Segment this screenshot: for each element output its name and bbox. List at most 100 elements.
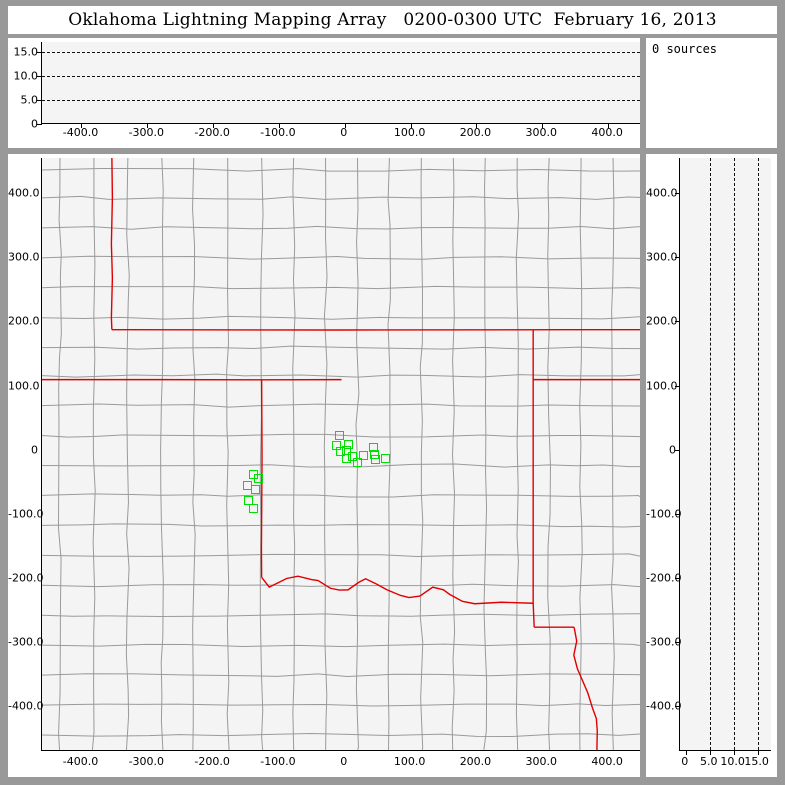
- ytick-mark-300.0: [675, 257, 680, 259]
- page-title: Oklahoma Lightning Mapping Array 0200-03…: [68, 10, 717, 30]
- source-marker: [341, 453, 351, 463]
- ytick-label-200.0: 200.0: [8, 314, 40, 328]
- ytick-mark-5.0: [37, 99, 42, 101]
- ytick-label--300.0: -300.0: [8, 635, 44, 649]
- xtick-mark-400.0: [608, 123, 610, 128]
- ytick-label--400.0: -400.0: [8, 699, 44, 713]
- ytick-label--100.0: -100.0: [646, 507, 682, 521]
- source-marker: [381, 454, 391, 464]
- xtick-mark--200.0: [213, 750, 214, 751]
- xtick-mark-0: [345, 750, 346, 751]
- xtick-label--100.0: -100.0: [260, 755, 296, 768]
- gridline-y-15.0: [42, 51, 640, 53]
- xtick-label-200.0: 200.0: [459, 126, 492, 139]
- xtick-mark-200.0: [476, 123, 478, 128]
- ytick-label-100.0: 100.0: [8, 379, 40, 393]
- source-marker: [335, 431, 345, 441]
- xtick-label-300.0: 300.0: [525, 755, 558, 768]
- xtick-mark--200.0: [213, 123, 215, 128]
- xtick-label--200.0: -200.0: [194, 126, 230, 139]
- ytick-label-400.0: 400.0: [8, 186, 40, 200]
- map-geography: [42, 158, 640, 750]
- ytick-label-100.0: 100.0: [646, 379, 678, 393]
- ytick-label-5.0: 5.0: [20, 93, 39, 107]
- ytick-mark--300.0: [675, 642, 680, 644]
- xtick-label-200.0: 200.0: [459, 755, 492, 768]
- xtick-mark-100.0: [410, 123, 412, 128]
- ytick-label-300.0: 300.0: [646, 250, 678, 264]
- xtick-label--300.0: -300.0: [128, 126, 165, 139]
- xtick-mark-0: [685, 750, 687, 755]
- xtick-mark-300.0: [542, 750, 543, 751]
- ytick-label-300.0: 300.0: [8, 250, 40, 264]
- xtick-label-400.0: 400.0: [591, 126, 623, 139]
- source-marker: [352, 458, 362, 467]
- time-height-panel[interactable]: 0 5.0 10.0 15.0 -400.0 -300.0 -200.0 -100.0 0 100…: [8, 38, 640, 148]
- ytick-mark--100.0: [675, 513, 680, 515]
- map-plot-area[interactable]: [41, 158, 640, 751]
- gridline-x-15.0: [757, 158, 759, 750]
- ytick-mark-10.0: [37, 75, 42, 77]
- ytick-label--200.0: -200.0: [646, 571, 682, 585]
- gridline-x-5.0: [709, 158, 711, 750]
- ytick-label--400.0: -400.0: [646, 699, 682, 713]
- ytick-mark-0: [41, 450, 42, 451]
- xtick-mark-15.0: [757, 750, 759, 755]
- xtick-mark-100.0: [411, 750, 412, 751]
- xtick-mark-0: [344, 123, 346, 128]
- source-marker: [254, 474, 264, 484]
- ytick-label-0: 0: [31, 443, 38, 457]
- xtick-mark-300.0: [542, 123, 544, 128]
- xtick-mark-10.0: [733, 750, 735, 755]
- ytick-mark--400.0: [675, 706, 680, 708]
- xtick-label-15.0: 15.0: [744, 755, 769, 768]
- ytick-label-200.0: 200.0: [646, 314, 678, 328]
- xtick-label--300.0: -300.0: [128, 755, 165, 768]
- gridline-y-10.0: [42, 75, 640, 77]
- ytick-mark-200.0: [675, 321, 680, 323]
- ytick-label-15.0: 15.0: [13, 45, 39, 59]
- ytick-mark-100.0: [41, 386, 42, 387]
- ytick-label-400.0: 400.0: [646, 186, 678, 200]
- xtick-mark-400.0: [608, 750, 609, 751]
- xtick-label-0: 0: [340, 755, 348, 768]
- xtick-mark--400.0: [81, 750, 82, 751]
- xtick-label--400.0: -400.0: [62, 126, 99, 139]
- xtick-label-100.0: 100.0: [393, 126, 426, 139]
- ytick-mark--200.0: [675, 577, 680, 579]
- altitude-count-panel[interactable]: 0 5.0 10.0 15.0 400.0 300.0 200.0 100.0 0 -100.0 -…: [646, 154, 777, 777]
- xtick-mark--400.0: [81, 123, 83, 128]
- xtick-mark--100.0: [278, 123, 280, 128]
- xtick-mark--300.0: [147, 123, 149, 128]
- xtick-mark-5.0: [709, 750, 711, 755]
- ytick-mark-400.0: [675, 193, 680, 195]
- xtick-label--100.0: -100.0: [260, 126, 296, 139]
- ytick-label--200.0: -200.0: [8, 571, 44, 585]
- xtick-label-400.0: 400.0: [591, 755, 623, 768]
- plan-view-map-panel[interactable]: -400.0 -300.0 -200.0 -100.0 0 100.0 200.0 300.0…: [8, 154, 640, 777]
- xtick-label-10.0: 10.0: [720, 755, 745, 768]
- xtick-mark--100.0: [279, 750, 280, 751]
- source-count-panel: 0 sources: [646, 38, 777, 148]
- xtick-label-0: 0: [681, 755, 689, 768]
- ytick-label-0: 0: [31, 117, 38, 131]
- source-marker: [249, 504, 259, 514]
- ytick-mark-200.0: [41, 321, 42, 322]
- ytick-label--100.0: -100.0: [8, 507, 44, 521]
- ytick-mark-15.0: [37, 51, 42, 53]
- ytick-label-10.0: 10.0: [13, 69, 39, 83]
- xtick-label-0: 0: [340, 126, 348, 139]
- source-marker: [243, 496, 253, 506]
- xtick-mark-200.0: [476, 750, 477, 751]
- time-height-plot-area[interactable]: [37, 42, 640, 128]
- gridline-x-10.0: [733, 158, 735, 750]
- altitude-count-plot-area[interactable]: [675, 158, 771, 755]
- xtick-mark--300.0: [147, 750, 148, 751]
- ytick-label-0: 0: [669, 443, 676, 457]
- source-marker: [344, 440, 354, 450]
- gridline-y-5.0: [42, 99, 640, 101]
- xtick-label-5.0: 5.0: [699, 755, 718, 768]
- ytick-mark-300.0: [41, 257, 42, 258]
- source-marker: [370, 455, 380, 465]
- xtick-label-300.0: 300.0: [525, 126, 558, 139]
